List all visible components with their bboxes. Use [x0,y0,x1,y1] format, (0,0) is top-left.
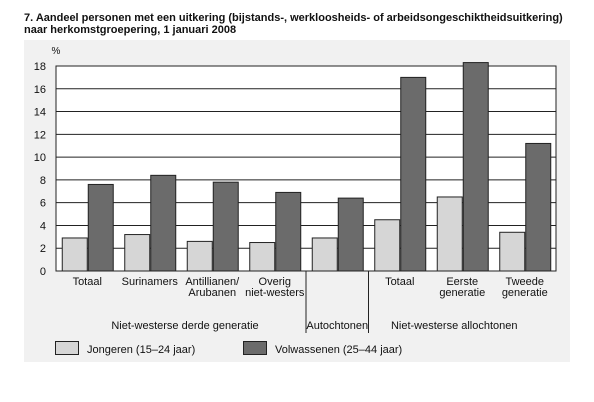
bar [374,219,401,272]
y-tick-label: 4 [40,220,46,232]
bar [400,76,427,272]
x-tick-label: niet-westers [245,287,305,299]
bar [150,174,177,272]
x-tick-label: generatie [502,287,548,299]
y-tick-label: 14 [34,107,46,119]
bar [462,62,489,272]
bar [311,237,338,272]
bar [186,240,213,272]
bar [337,197,364,272]
x-tick-label: Totaal [385,276,414,288]
bar [275,191,302,272]
x-tick-label: Overig [259,276,291,288]
x-tick-label: Arubanen [188,287,236,299]
y-tick-label: 6 [40,198,46,210]
y-unit-label: % [52,46,61,57]
x-tick-label: Eerste [446,276,478,288]
legend-item-jongeren: Jongeren (15–24 jaar) [55,341,195,356]
bar [525,142,552,272]
bar [87,183,114,272]
bar [249,242,276,272]
legend-label-volwassenen: Volwassenen (25–44 jaar) [275,344,403,356]
y-tick-label: 18 [34,61,46,73]
y-tick-label: 12 [34,129,46,141]
y-tick-label: 16 [34,84,46,96]
bar [499,231,526,272]
bar [212,181,239,272]
bar [61,237,88,272]
bar [124,234,151,272]
x-tick-label: Surinamers [122,276,179,288]
x-tick-label: Antillianen/ [185,276,240,288]
legend-swatch-volwassenen [243,341,267,355]
chart-title: 7. Aandeel personen met een uitkering (b… [24,12,563,36]
group-label: Niet-westerse derde generatie [111,320,258,332]
group-label: Autochtonen [306,320,368,332]
y-tick-label: 8 [40,175,46,187]
bar [436,196,463,272]
group-label: Niet-westerse allochtonen [391,320,518,332]
x-tick-label: Totaal [73,276,102,288]
y-tick-label: 2 [40,243,46,255]
legend-label-jongeren: Jongeren (15–24 jaar) [87,344,196,356]
legend-swatch-jongeren [55,341,79,355]
y-tick-label: 0 [40,266,46,278]
x-tick-label: generatie [439,287,485,299]
x-tick-label: Tweede [505,276,544,288]
y-tick-label: 10 [34,152,46,164]
legend-item-volwassenen: Volwassenen (25–44 jaar) [243,341,402,356]
